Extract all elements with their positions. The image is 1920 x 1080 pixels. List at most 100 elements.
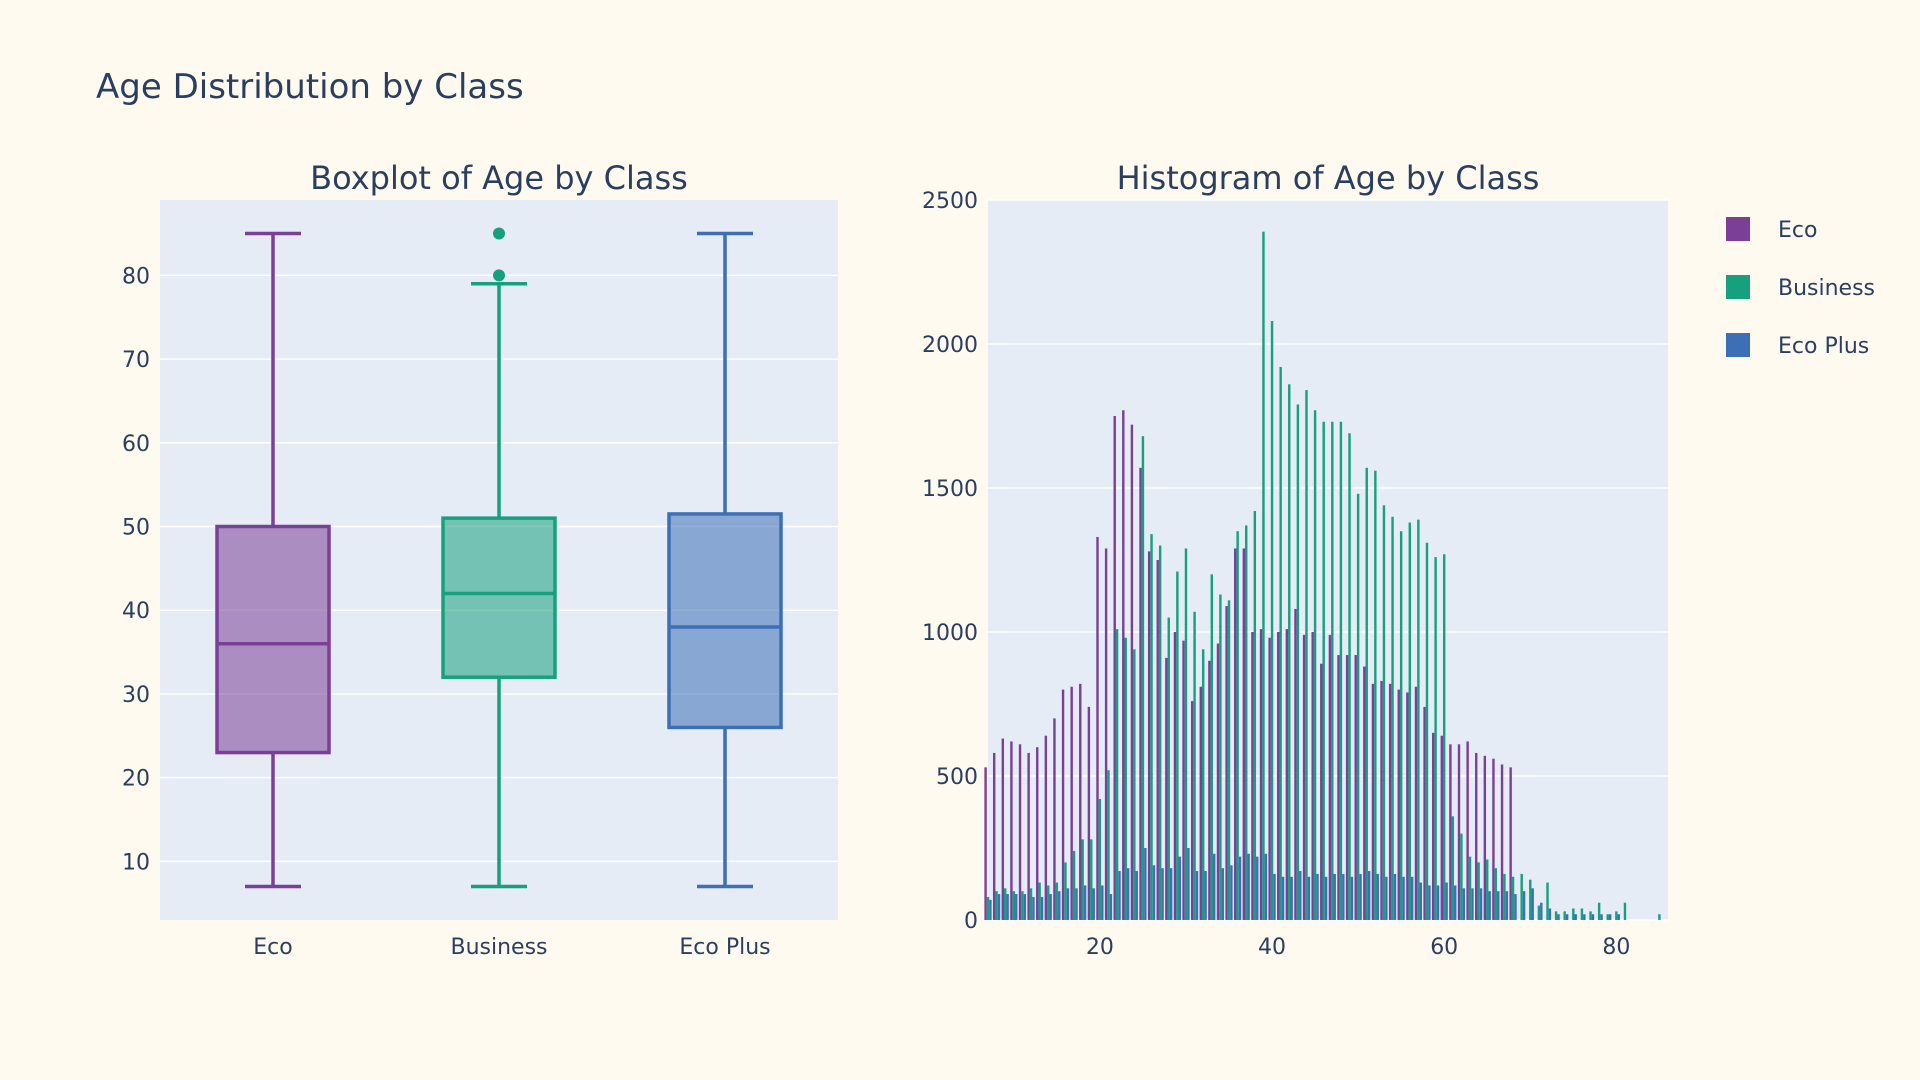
histogram-bar [1328,634,1332,920]
histogram-bar [1264,853,1268,920]
histogram-bar [1012,891,1016,920]
histogram-gridlines [988,199,1668,921]
histogram-x-tick: 40 [1258,935,1286,960]
histogram-x-tick: 60 [1430,935,1458,960]
histogram-bar [1156,560,1159,920]
histogram-bar [1348,433,1351,920]
box-iqr [215,524,331,755]
histogram-bar [1529,879,1532,920]
histogram-bar [1316,873,1319,920]
histogram-panel: 0 500 1000 1500 2000 2500 20 40 60 80 Histogram … [922,159,1668,960]
histogram-bar [1064,862,1067,920]
histogram-bar [1494,868,1498,920]
histogram-bar [1277,632,1280,920]
histogram-bar [992,752,996,920]
histogram-x-tick: 20 [1086,935,1114,960]
histogram-bar [1227,600,1231,920]
histogram-bar [1503,873,1506,920]
histogram-bar [1442,554,1446,920]
histogram-bar [1505,891,1509,920]
histogram-bar [1141,436,1145,920]
histogram-bar [1479,888,1483,920]
histogram-bar [1520,873,1523,920]
histogram-bar [1462,888,1466,920]
histogram-bar [1115,629,1119,920]
histogram-bar [1492,758,1495,920]
legend-item-eco[interactable]: Eco [1726,217,1817,243]
histogram-bar [1311,632,1314,920]
histogram-bar [1256,856,1259,920]
histogram-bar [1425,542,1429,920]
histogram-bar [1350,876,1354,920]
boxplot-panel: 10 20 30 40 50 60 70 80 Eco Business Eco Plus Box… [122,159,838,960]
histogram-bar [1600,914,1603,920]
histogram-bar [1475,752,1478,920]
histogram-bar [1406,692,1409,920]
histogram-bar [1044,735,1048,920]
histogram-bar [1522,891,1526,920]
histogram-bar [1098,799,1102,920]
histogram-bar [1225,606,1228,920]
legend-label: Eco Plus [1778,334,1869,359]
histogram-bar [1087,706,1091,920]
histogram-bar [1135,871,1138,920]
histogram-bar [1221,868,1225,920]
histogram-bar [1385,876,1388,920]
histogram-bar [1574,914,1577,920]
histogram-x-tick: 80 [1602,935,1630,960]
histogram-bar [1597,902,1601,920]
box-business [441,227,557,889]
histogram-bar [1468,856,1472,920]
histogram-bar [1399,531,1403,920]
histogram-bar [1279,367,1282,920]
boxplot-title: Boxplot of Age by Class [310,159,688,197]
histogram-bar [1238,856,1242,920]
histogram-bar [1500,764,1504,920]
histogram-bar [1477,862,1480,920]
histogram-bar [995,891,998,920]
histogram-bar [1557,914,1560,920]
histogram-bar [1144,848,1147,920]
box-eco [215,231,331,889]
histogram-bar [1376,873,1379,920]
legend-label: Eco [1778,218,1817,243]
histogram-bar [1079,683,1082,920]
histogram-bar [1471,888,1474,920]
histogram-bar [1234,548,1237,920]
histogram-bar [1434,557,1437,920]
histogram-bar [1580,908,1584,920]
legend[interactable]: Eco Business Eco Plus [1726,217,1875,359]
boxplot-y-tick: 80 [122,264,150,289]
histogram-bar [1615,911,1618,920]
histogram-bar [1195,871,1199,920]
box-iqr [441,516,557,679]
histogram-bar [1371,683,1375,920]
boxplot-x-tick: Business [450,935,547,960]
histogram-bar [986,896,990,920]
histogram-bar [1589,911,1592,920]
histogram-bar [1305,390,1308,921]
histogram-bar [1270,320,1274,921]
histogram-bar [1058,891,1061,920]
histogram-bar [1167,617,1170,920]
box-outlier [493,227,505,240]
boxplot-y-tick: 10 [122,850,150,875]
histogram-bar [1021,891,1024,920]
histogram-bar [1391,516,1394,920]
boxplot-y-tick: 70 [122,348,150,373]
histogram-bar [1320,663,1323,920]
boxplot-x-tick-labels: Eco Business Eco Plus [253,935,770,960]
histogram-bar [1302,634,1306,920]
legend-item-eco-plus[interactable]: Eco Plus [1726,333,1869,359]
boxplot-y-tick-labels: 10 20 30 40 50 60 70 80 [122,264,150,875]
histogram-bar [1210,574,1214,920]
histogram-bar [1299,871,1302,920]
histogram-bar [1546,882,1549,920]
histogram-bar [1572,908,1575,920]
histogram-bar [1565,914,1569,920]
histogram-bar [1606,914,1609,920]
legend-item-business[interactable]: Business [1726,275,1875,301]
histogram-bar [1101,885,1104,920]
histogram-bar [1178,856,1181,920]
histogram-bar [1029,888,1033,920]
